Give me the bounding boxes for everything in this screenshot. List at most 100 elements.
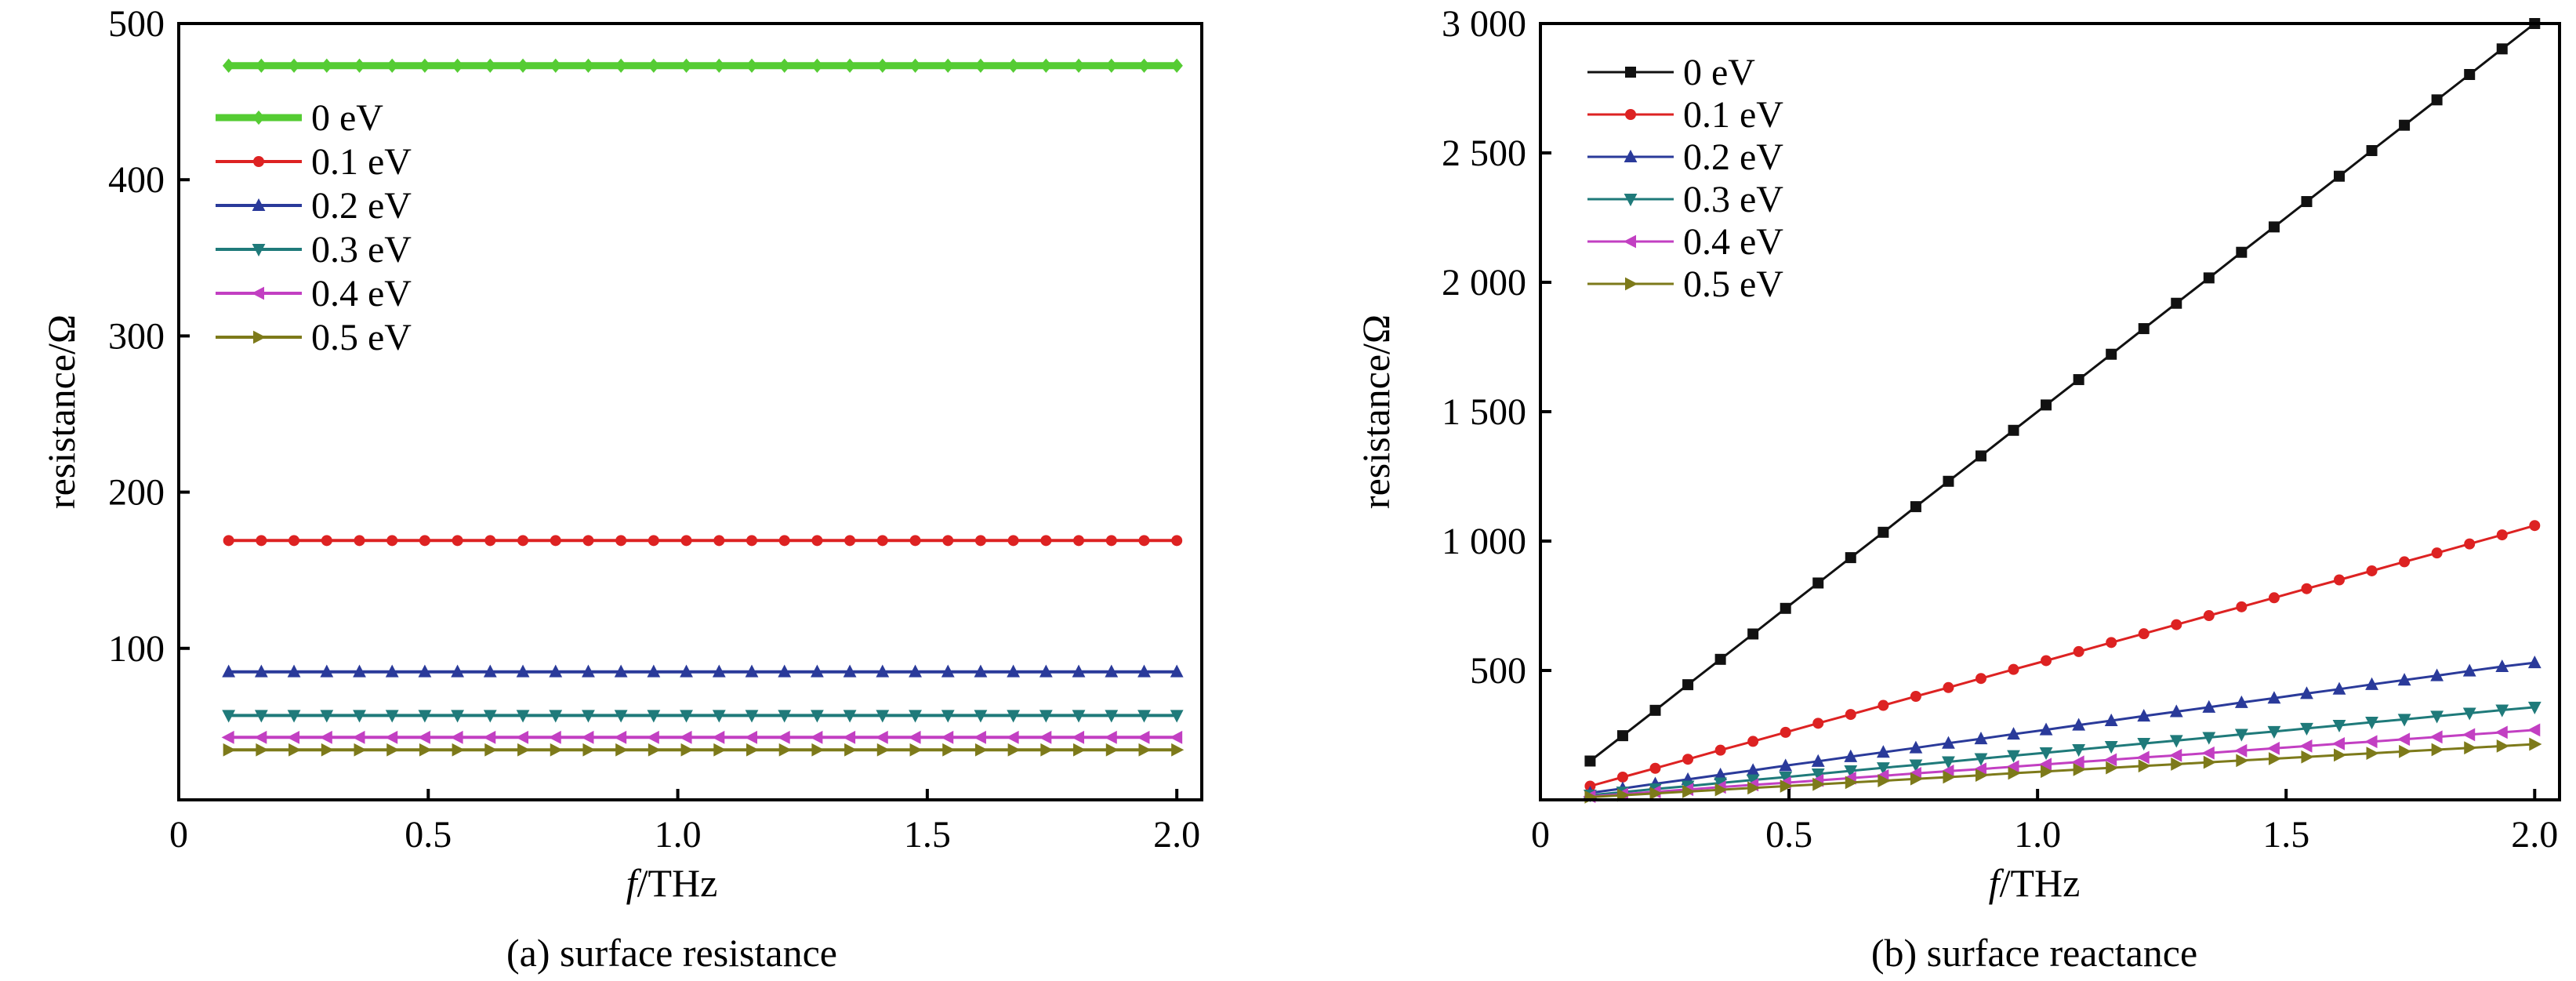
panel-b-series-4-point-12 [1973, 762, 1986, 776]
panel-b-series-3-point-18 [2169, 735, 2183, 748]
panel-a-legend-marker-5 [253, 330, 267, 344]
panel-a-series-4-point-1 [254, 730, 267, 744]
panel-b-series-5-point-6 [1780, 779, 1793, 793]
panel-a-series-0-point-1 [255, 58, 268, 73]
panel-b-series-3-point-11 [1942, 756, 1955, 769]
panel-b-legend: 0 eV0.1 eV0.2 eV0.3 eV0.4 eV0.5 eV [1587, 52, 1783, 305]
panel-b-series-3-point-23 [2332, 719, 2346, 733]
panel-a-series-2-point-3 [320, 664, 334, 678]
panel-a-legend-label-5: 0.5 eV [311, 317, 412, 358]
panel-a-series-4-point-3 [319, 730, 332, 744]
panel-a-series-1-point-25 [1040, 535, 1052, 547]
panel-b-legend-label-4: 0.4 eV [1683, 221, 1783, 263]
panel-b-series-1-point-12 [1975, 673, 1986, 685]
panel-a-series-3-point-19 [843, 710, 857, 723]
panel-a-series-3-point-17 [778, 710, 792, 723]
panel-a-xlabel: f/THz [626, 861, 718, 905]
panel-a-caption: (a) surface resistance [506, 931, 837, 975]
panel-a-series-3-point-12 [614, 710, 628, 723]
panel-b-series-0-point-17 [2138, 323, 2150, 335]
panel-a-series-1-point-3 [321, 535, 332, 547]
panel-a-series-1-point-12 [615, 535, 627, 547]
panel-a-series-2-point-7 [451, 664, 464, 678]
panel-a-legend-marker-3 [252, 244, 266, 257]
panel-a-series-2-point-17 [778, 664, 792, 678]
panel-b-series-2-point-24 [2365, 677, 2378, 690]
panel-a-series-4-point-5 [385, 730, 398, 744]
panel-a-series-4-point-27 [1104, 730, 1117, 744]
panel-b-series-0-point-16 [2106, 348, 2117, 360]
panel-a-series-4-point-6 [417, 730, 430, 744]
panel-a-series-3 [222, 710, 1184, 723]
panel-a-series-5 [223, 743, 1185, 757]
panel-a-legend-marker-1 [253, 156, 264, 167]
panel-a-series-5-point-8 [484, 743, 498, 757]
panel-b-caption: (b) surface reactance [1871, 931, 2197, 975]
panel-a-series-1-point-9 [517, 535, 529, 547]
panel-a-series-3-point-24 [1007, 710, 1021, 723]
panel-b-series-5-point-10 [1910, 772, 1924, 786]
panel-a-series-3-point-15 [712, 710, 726, 723]
panel-b-series-2-point-7 [1811, 754, 1825, 767]
panel-a-series-0-point-26 [1072, 58, 1085, 73]
panel-b-series-1-point-1 [1616, 771, 1628, 783]
panel-b-series-5-point-13 [2008, 766, 2021, 780]
panel-a-series-4 [221, 730, 1183, 744]
panel-b-legend-marker-5 [1625, 277, 1638, 291]
panel-a-xlabel-rest: /THz [637, 861, 718, 905]
panel-b-series-4-point-24 [2364, 735, 2378, 749]
panel-a-legend-label-0: 0 eV [311, 97, 383, 139]
panel-b-series-2-point-21 [2267, 691, 2281, 704]
panel-b-series-1-point-24 [2366, 565, 2378, 576]
panel-b-series-5-point-4 [1714, 783, 1728, 797]
panel-a-series-3-point-2 [287, 710, 301, 723]
panel-a-series-3-point-4 [353, 710, 366, 723]
panel-a-series-5-point-20 [876, 743, 890, 757]
panel-b-series-2-point-20 [2234, 695, 2248, 708]
panel-a-series-3-point-8 [483, 710, 497, 723]
panel-b-series-5-point-24 [2366, 747, 2379, 760]
panel-a-series-2-point-25 [1039, 664, 1053, 678]
panel-b-series-3-point-12 [1974, 753, 1988, 766]
panel-b-legend-label-5: 0.5 eV [1683, 263, 1783, 305]
panel-b-series-0-point-28 [2496, 43, 2508, 55]
panel-b: resistance/Ω f/THz (b) surface reactance… [1354, 3, 2561, 975]
panel-b-series-0-point-6 [1780, 602, 1791, 614]
panel-b-series-2-point-27 [2462, 663, 2476, 677]
panel-b-series-5-point-2 [1649, 787, 1663, 801]
panel-a-series-4-point-20 [875, 730, 888, 744]
panel-b-series-2-point-11 [1942, 736, 1955, 749]
panel-b-series-1-point-16 [2106, 637, 2117, 649]
panel-a-series-5-point-13 [648, 743, 661, 757]
panel-a-series-4-point-15 [712, 730, 725, 744]
panel-b-series-3-point-14 [2039, 747, 2053, 761]
panel-b-series-0-point-9 [1878, 526, 1889, 538]
panel-b-series-line-2 [1590, 661, 2535, 794]
panel-b-series-2-point-25 [2397, 673, 2411, 686]
panel-b-legend-label-3: 0.3 eV [1683, 179, 1783, 220]
panel-a-xtick-label-3: 1.5 [904, 814, 951, 856]
panel-b-series-1-point-26 [2431, 547, 2443, 559]
panel-b-series-1-point-4 [1714, 744, 1726, 756]
panel-a-legend-marker-4 [251, 286, 264, 300]
panel-b-series-3-point-27 [2462, 707, 2476, 721]
panel-b-plot: 0 0.5 1.0 1.5 2.0 500 1 000 1 500 2 000 2 500 3 00… [1442, 3, 2561, 856]
panel-b-series-5-point-18 [2171, 758, 2184, 771]
panel-a-series-4-point-14 [679, 730, 692, 744]
panel-b-series-5-point-19 [2203, 755, 2216, 769]
panel-b-series-2-point-10 [1909, 740, 1923, 754]
panel-a-series-3-point-9 [516, 710, 530, 723]
panel-b-series-2-point-4 [1714, 767, 1728, 780]
panel-a-series-1-point-19 [844, 535, 856, 547]
panel-a-series-5-point-2 [288, 743, 302, 757]
panel-b-ylabel: resistance/Ω [1354, 314, 1398, 509]
panel-a-series-0-point-21 [909, 58, 922, 73]
panel-a-series-0-point-7 [451, 58, 464, 73]
panel-b-xtick-label-3: 1.5 [2262, 814, 2309, 856]
panel-a-series-1-point-6 [419, 535, 430, 547]
panel-a-series-0-point-22 [942, 58, 954, 73]
panel-b-series-1-point-3 [1682, 754, 1694, 765]
panel-a-series-3-point-18 [810, 710, 824, 723]
panel-a-series-3-point-13 [647, 710, 661, 723]
panel-b-series-2-point-29 [2527, 656, 2542, 669]
